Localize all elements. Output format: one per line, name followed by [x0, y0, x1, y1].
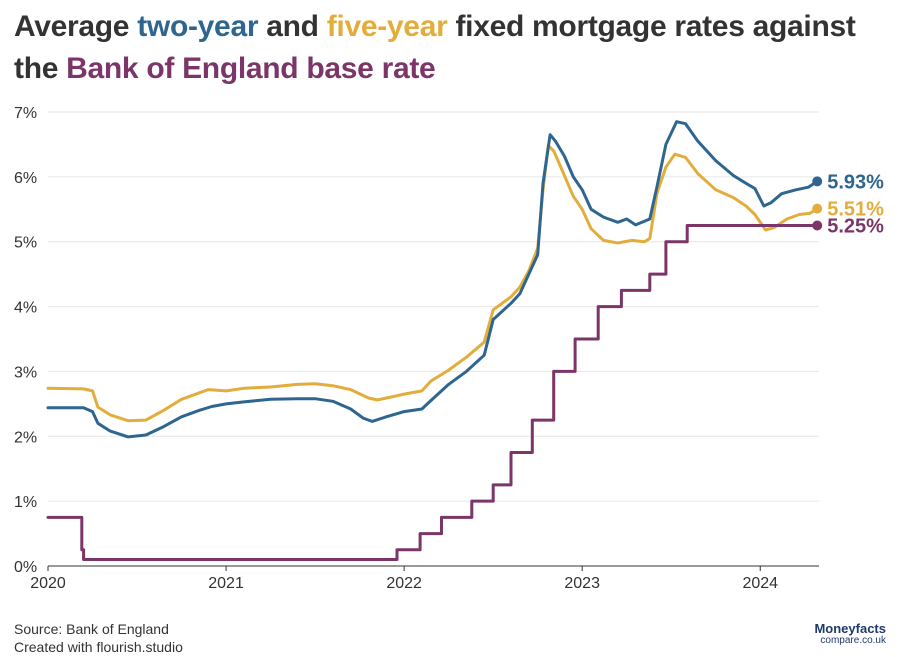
source-note: Source: Bank of England	[14, 621, 169, 637]
end-label-five_year: 5.51%	[827, 199, 884, 221]
end-marker-five_year	[812, 203, 823, 214]
footer: Source: Bank of England Created with flo…	[14, 620, 183, 656]
end-label-two_year: 5.93%	[827, 171, 884, 193]
title-five-year: five-year	[326, 10, 448, 43]
end-marker-two_year	[812, 176, 823, 187]
y-tick-label: 0%	[14, 559, 37, 576]
logo-line1: Moneyfacts	[814, 621, 886, 636]
end-marker-base_rate	[812, 220, 823, 231]
x-tick-label: 2023	[564, 575, 600, 592]
title-text: fixed mortgage rates against the	[14, 10, 856, 85]
logo-line2: compare.co.uk	[820, 635, 886, 646]
chart-title: Average two-year and five-year fixed mor…	[14, 6, 894, 90]
series-line-two_year	[46, 120, 819, 439]
x-tick-label: 2021	[208, 575, 244, 592]
y-tick-label: 4%	[14, 300, 37, 317]
end-label-base_rate: 5.25%	[827, 216, 884, 238]
y-tick-label: 6%	[14, 170, 37, 187]
title-base-rate: Bank of England base rate	[66, 52, 436, 85]
y-tick-label: 3%	[14, 364, 37, 381]
y-tick-label: 7%	[14, 105, 37, 122]
x-tick-label: 2024	[742, 575, 778, 592]
x-tick-label: 2020	[30, 575, 66, 592]
title-text: and	[258, 10, 327, 43]
x-tick-label: 2022	[386, 575, 422, 592]
moneyfacts-logo: Moneyfacts compare.co.uk	[814, 621, 886, 647]
title-text: Average	[14, 10, 138, 43]
y-tick-label: 1%	[14, 494, 37, 511]
y-tick-label: 2%	[14, 429, 37, 446]
series-line-base_rate	[46, 224, 819, 561]
series-line-five_year	[46, 144, 819, 423]
title-two-year: two-year	[137, 10, 259, 43]
y-tick-label: 5%	[14, 235, 37, 252]
credit-note[interactable]: Created with flourish.studio	[14, 639, 183, 655]
